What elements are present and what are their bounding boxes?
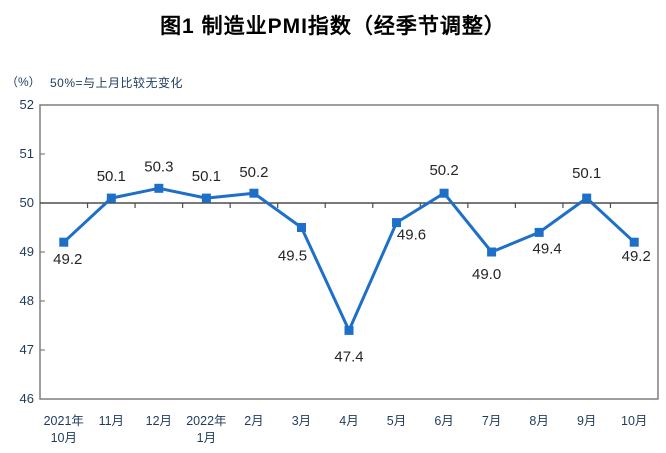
data-point-label: 50.2 bbox=[239, 164, 268, 181]
data-point-marker bbox=[487, 247, 497, 257]
data-point-marker bbox=[201, 193, 211, 203]
data-point-label: 50.1 bbox=[572, 165, 601, 182]
y-axis-label: 50 bbox=[20, 195, 34, 210]
y-axis-label: 47 bbox=[20, 342, 34, 357]
chart-title: 图1 制造业PMI指数（经季节调整） bbox=[160, 15, 506, 38]
x-axis-label: 3月 bbox=[292, 414, 311, 428]
x-axis-label: 10月 bbox=[621, 414, 647, 428]
data-point-marker bbox=[154, 183, 164, 193]
data-point-marker bbox=[392, 218, 402, 228]
data-point-label: 50.1 bbox=[192, 168, 221, 185]
data-point-label: 49.4 bbox=[533, 240, 562, 257]
data-point-marker bbox=[534, 227, 544, 237]
data-point-label: 49.5 bbox=[278, 248, 307, 265]
y-axis-label: 46 bbox=[20, 391, 34, 406]
x-axis-label: 2月 bbox=[244, 414, 263, 428]
data-point-label: 49.6 bbox=[397, 227, 426, 244]
data-point-marker bbox=[582, 193, 592, 203]
data-point-marker bbox=[296, 223, 306, 232]
y-axis-unit-label: （%） bbox=[6, 75, 41, 89]
y-axis-label: 49 bbox=[20, 244, 34, 259]
data-point-marker bbox=[344, 325, 354, 335]
pmi-line bbox=[62, 186, 636, 332]
x-axis-label: 11月 bbox=[99, 414, 124, 428]
data-point-marker bbox=[106, 193, 116, 203]
x-axis-label: 8月 bbox=[529, 414, 548, 428]
x-axis-label: 12月 bbox=[146, 414, 172, 428]
data-point-label: 49.0 bbox=[472, 266, 501, 283]
data-point-marker bbox=[439, 188, 449, 198]
x-axis-label: 7月 bbox=[482, 414, 501, 428]
x-axis-label: 9月 bbox=[577, 414, 596, 428]
data-point-marker bbox=[59, 237, 69, 247]
data-point-label: 47.4 bbox=[334, 348, 363, 365]
x-axis-label: 2022年 1月 bbox=[186, 414, 226, 445]
data-point-label: 49.2 bbox=[622, 248, 651, 265]
data-point-label: 50.1 bbox=[97, 168, 126, 185]
data-point-marker bbox=[629, 237, 639, 247]
x-axis-label: 4月 bbox=[339, 414, 358, 428]
y-axis-label: 52 bbox=[20, 97, 34, 112]
data-point-label: 50.2 bbox=[429, 162, 458, 179]
data-point-marker bbox=[249, 188, 259, 198]
reference-note: 50%=与上月比较无变化 bbox=[50, 76, 184, 90]
data-point-label: 49.2 bbox=[53, 251, 82, 268]
x-axis-label: 2021年 10月 bbox=[44, 414, 84, 445]
y-axis-label: 51 bbox=[20, 146, 34, 161]
x-axis-label: 5月 bbox=[387, 414, 406, 428]
y-axis-label: 48 bbox=[20, 293, 34, 308]
data-point-label: 50.3 bbox=[144, 158, 173, 175]
x-axis-label: 6月 bbox=[434, 414, 453, 428]
